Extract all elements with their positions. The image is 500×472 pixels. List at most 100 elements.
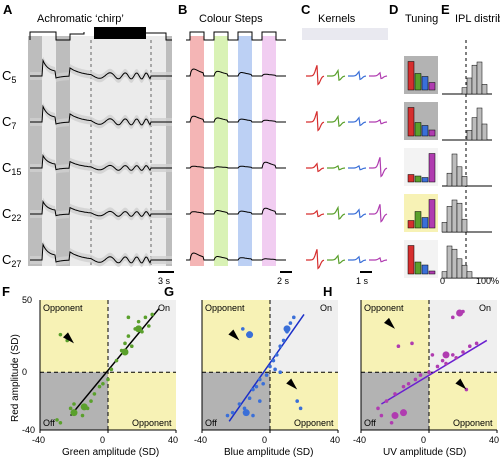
quad-label-br-F: Opponent bbox=[132, 418, 172, 428]
point-G-3 bbox=[242, 406, 247, 411]
point-F-18 bbox=[136, 319, 141, 324]
point-G-7 bbox=[258, 377, 262, 382]
point-F-15 bbox=[126, 334, 131, 338]
kernel-4-2 bbox=[348, 208, 367, 219]
point-F-0 bbox=[55, 418, 59, 422]
fit-line-H bbox=[381, 339, 488, 405]
point-G-23 bbox=[298, 406, 303, 411]
point-H-10 bbox=[435, 364, 440, 369]
point-G-14 bbox=[281, 338, 286, 343]
scalebar-B-label: 2 s bbox=[277, 276, 290, 286]
trace-B-2 bbox=[186, 115, 286, 123]
xtick-label-H-0: -40 bbox=[353, 435, 366, 445]
ipl-bar-3-1 bbox=[446, 172, 453, 187]
quad-label-tl-H: Opponent bbox=[364, 303, 404, 313]
ipl-bar-1-6 bbox=[471, 64, 478, 95]
tuning-bar-1-3 bbox=[428, 82, 436, 91]
quad-label-tl-G: Opponent bbox=[205, 303, 245, 313]
point-G-4 bbox=[247, 396, 252, 401]
big-point-F-2 bbox=[135, 325, 143, 333]
point-F-10 bbox=[106, 377, 110, 382]
xtick-label-F-1: 0 bbox=[100, 435, 105, 445]
cluster-label-C15: C15 bbox=[2, 160, 21, 177]
quad-label-br-G: Opponent bbox=[294, 418, 334, 428]
kernel-3-2 bbox=[348, 164, 367, 171]
point-G-0 bbox=[225, 413, 230, 418]
quad-label-tr-G: On bbox=[320, 303, 332, 313]
scalebar-A-label: 3 s bbox=[158, 276, 171, 286]
quad-br-F bbox=[108, 372, 176, 430]
ipl-bar-3-3 bbox=[456, 166, 463, 187]
ipl-bar-5-4 bbox=[461, 264, 468, 279]
point-F-25 bbox=[58, 332, 63, 337]
xtick-label-G-0: -40 bbox=[194, 435, 207, 445]
point-H-8 bbox=[418, 373, 423, 377]
kernel-5-0 bbox=[306, 249, 325, 270]
stim-step-dark-1 bbox=[28, 36, 42, 266]
point-F-11 bbox=[109, 367, 114, 372]
point-F-20 bbox=[143, 315, 148, 320]
quad-label-tr-H: On bbox=[479, 303, 491, 313]
trace-B-4 bbox=[186, 207, 286, 215]
point-G-22 bbox=[295, 399, 300, 403]
stim-step-dark-2 bbox=[56, 36, 70, 266]
stim-step-dark-3 bbox=[166, 36, 172, 266]
stim-blue-band bbox=[238, 36, 252, 266]
point-G-10 bbox=[268, 364, 272, 369]
point-H-21 bbox=[396, 344, 401, 349]
xlabel-G: Blue amplitude (SD) bbox=[224, 447, 313, 458]
big-point-H-0 bbox=[391, 412, 399, 420]
xtick-label-G-2: 40 bbox=[330, 435, 340, 445]
stim-trace-A bbox=[29, 31, 85, 41]
cluster-label-C5: C5 bbox=[2, 68, 16, 85]
panel-A-traces: 3 s bbox=[28, 27, 174, 286]
point-H-6 bbox=[406, 381, 411, 386]
big-point-F-0 bbox=[70, 409, 78, 417]
tuning-bar-3-2 bbox=[421, 177, 429, 183]
arrowhead-H-1 bbox=[455, 378, 467, 390]
quad-label-bl-G: Off bbox=[205, 418, 217, 428]
point-G-1 bbox=[230, 410, 235, 415]
kernel-1-2 bbox=[348, 70, 367, 81]
point-G-5 bbox=[251, 387, 255, 392]
trace-A-4 bbox=[30, 199, 172, 218]
kernel-2-1 bbox=[327, 114, 346, 128]
point-G-9 bbox=[264, 373, 269, 377]
ytick-label-F-0: 50 bbox=[22, 295, 32, 305]
panel-title-E: IPL distrib. bbox=[455, 13, 500, 25]
tuning-bar-2-0 bbox=[407, 107, 415, 137]
big-point-F-1 bbox=[80, 403, 88, 411]
quad-tr-F bbox=[108, 300, 176, 373]
quad-br-G bbox=[270, 372, 338, 430]
panel-letter-H: H bbox=[323, 284, 332, 299]
panel-C-kernels: 1 s bbox=[302, 28, 388, 286]
quad-tr-G bbox=[270, 300, 338, 373]
kernel-5-1 bbox=[327, 254, 346, 265]
cluster-label-C22: C22 bbox=[2, 206, 21, 223]
point-G-20 bbox=[251, 413, 255, 418]
cluster-label-C7: C7 bbox=[2, 114, 16, 131]
kernel-1-0 bbox=[306, 65, 325, 86]
panel-letter-G: G bbox=[164, 284, 174, 299]
kernel-2-0 bbox=[306, 111, 325, 132]
kernel-1-3 bbox=[369, 71, 388, 80]
point-F-9 bbox=[101, 381, 105, 386]
ipl-bar-2-8 bbox=[481, 123, 488, 141]
ipl-bar-1-7 bbox=[476, 61, 483, 95]
trace-B-3 bbox=[186, 161, 286, 169]
point-H-9 bbox=[427, 370, 431, 375]
big-point-G-1 bbox=[283, 325, 291, 333]
panel-letter-F: F bbox=[2, 284, 10, 299]
tuning-bar-5-0 bbox=[407, 245, 415, 275]
ipl-bar-3-2 bbox=[451, 153, 458, 187]
ipl-axis-max: 100% bbox=[476, 276, 499, 286]
point-F-2 bbox=[68, 406, 73, 411]
cluster-labels: C5 C7 C15 C22 C27 bbox=[2, 68, 21, 269]
fit-line-F bbox=[70, 308, 160, 417]
stim-uv-band bbox=[262, 36, 276, 266]
point-G-24 bbox=[273, 367, 277, 372]
stim-green-band bbox=[214, 36, 228, 266]
quad-label-bl-F: Off bbox=[43, 418, 55, 428]
point-F-22 bbox=[150, 312, 154, 317]
point-F-14 bbox=[123, 341, 127, 346]
